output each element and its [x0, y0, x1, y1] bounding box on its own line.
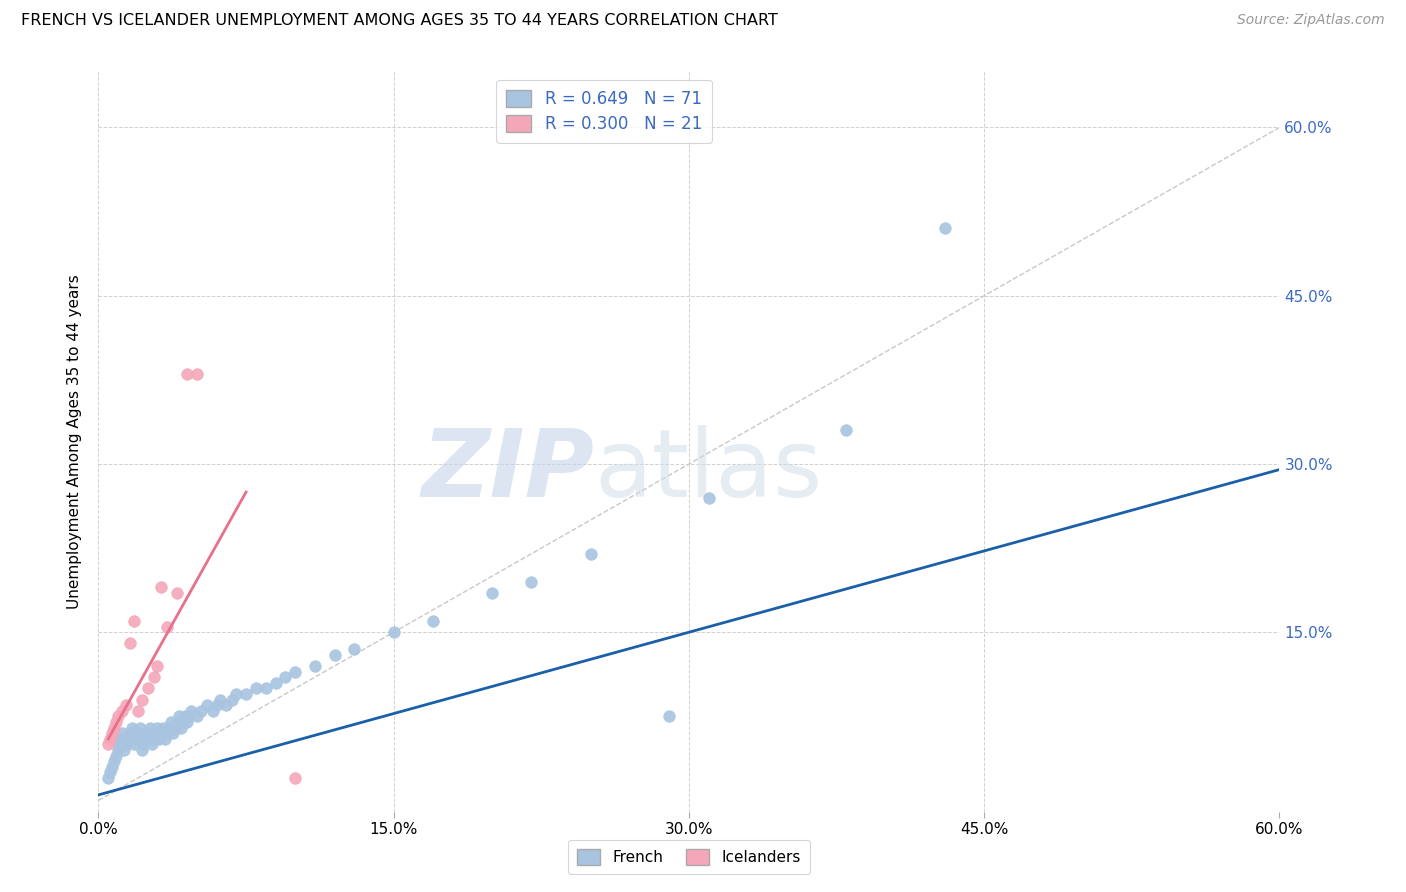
Point — [579, 547, 602, 561]
Point — [176, 368, 198, 382]
Point — [304, 659, 326, 673]
Point — [245, 681, 267, 696]
Point — [167, 709, 190, 723]
Point — [105, 748, 128, 763]
Point — [150, 580, 173, 594]
Point — [422, 614, 444, 628]
Point — [117, 731, 139, 746]
Point — [118, 726, 141, 740]
Text: Source: ZipAtlas.com: Source: ZipAtlas.com — [1237, 13, 1385, 28]
Point — [111, 726, 134, 740]
Point — [195, 698, 218, 713]
Point — [98, 765, 121, 780]
Point — [142, 731, 165, 746]
Point — [122, 614, 145, 628]
Point — [221, 692, 243, 706]
Point — [835, 423, 858, 437]
Point — [127, 726, 149, 740]
Point — [111, 704, 134, 718]
Point — [934, 221, 956, 235]
Point — [146, 659, 169, 673]
Point — [254, 681, 277, 696]
Point — [152, 721, 174, 735]
Point — [107, 709, 129, 723]
Point — [148, 731, 170, 746]
Point — [115, 738, 138, 752]
Point — [170, 721, 193, 735]
Point — [172, 714, 194, 729]
Y-axis label: Unemployment Among Ages 35 to 44 years: Unemployment Among Ages 35 to 44 years — [67, 274, 83, 609]
Point — [97, 738, 120, 752]
Point — [186, 709, 208, 723]
Point — [174, 709, 197, 723]
Point — [274, 670, 297, 684]
Point — [235, 687, 257, 701]
Point — [225, 687, 247, 701]
Point — [101, 760, 124, 774]
Point — [166, 586, 188, 600]
Point — [155, 731, 177, 746]
Legend: French, Icelanders: French, Icelanders — [568, 840, 810, 874]
Point — [190, 704, 212, 718]
Point — [343, 642, 366, 657]
Point — [115, 698, 138, 713]
Point — [264, 675, 287, 690]
Point — [205, 698, 228, 713]
Point — [201, 704, 224, 718]
Point — [141, 738, 163, 752]
Point — [215, 698, 238, 713]
Point — [382, 625, 405, 640]
Point — [107, 738, 129, 752]
Point — [131, 692, 153, 706]
Point — [162, 726, 184, 740]
Point — [112, 743, 135, 757]
Point — [142, 670, 165, 684]
Point — [156, 726, 179, 740]
Point — [481, 586, 503, 600]
Point — [284, 771, 307, 785]
Point — [101, 726, 124, 740]
Point — [105, 714, 128, 729]
Point — [122, 738, 145, 752]
Point — [108, 731, 131, 746]
Point — [127, 704, 149, 718]
Point — [186, 368, 208, 382]
Point — [132, 738, 155, 752]
Point — [697, 491, 720, 505]
Point — [323, 648, 346, 662]
Point — [98, 731, 121, 746]
Point — [180, 704, 202, 718]
Point — [125, 731, 148, 746]
Point — [103, 721, 125, 735]
Point — [520, 574, 543, 589]
Point — [135, 731, 157, 746]
Point — [131, 743, 153, 757]
Point — [177, 709, 200, 723]
Point — [284, 665, 307, 679]
Point — [209, 692, 232, 706]
Point — [146, 721, 169, 735]
Point — [166, 714, 188, 729]
Point — [176, 714, 198, 729]
Point — [97, 771, 120, 785]
Point — [160, 714, 183, 729]
Point — [138, 721, 160, 735]
Point — [165, 721, 187, 735]
Point — [128, 721, 150, 735]
Point — [145, 726, 167, 740]
Point — [118, 636, 141, 650]
Point — [150, 726, 173, 740]
Point — [658, 709, 681, 723]
Point — [157, 721, 180, 735]
Point — [107, 743, 129, 757]
Text: FRENCH VS ICELANDER UNEMPLOYMENT AMONG AGES 35 TO 44 YEARS CORRELATION CHART: FRENCH VS ICELANDER UNEMPLOYMENT AMONG A… — [21, 13, 778, 29]
Text: ZIP: ZIP — [422, 425, 595, 517]
Text: atlas: atlas — [595, 425, 823, 517]
Point — [103, 754, 125, 768]
Point — [136, 726, 159, 740]
Point — [156, 619, 179, 633]
Point — [136, 681, 159, 696]
Point — [121, 721, 143, 735]
